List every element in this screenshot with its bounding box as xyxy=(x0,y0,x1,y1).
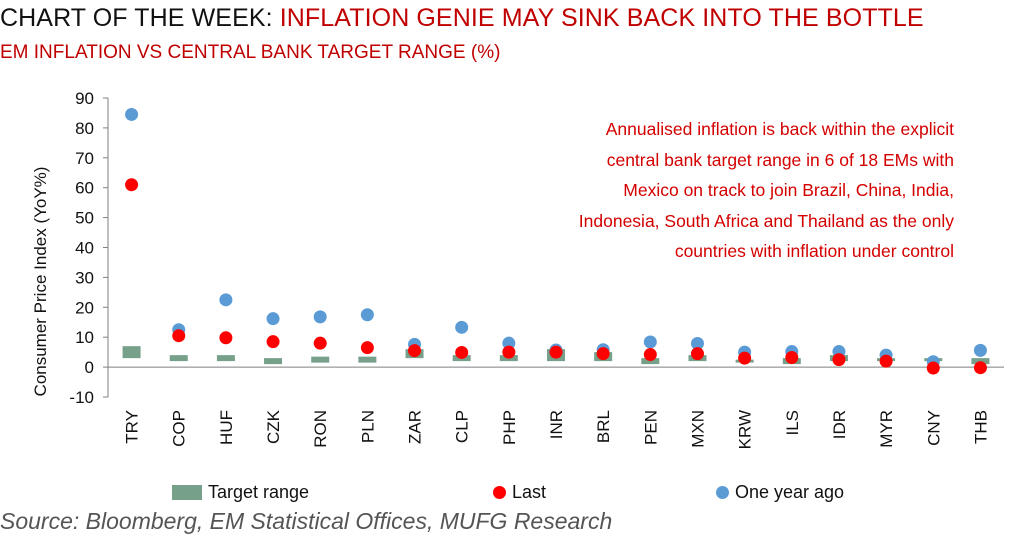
x-tick-label: ILS xyxy=(783,410,802,436)
last-point xyxy=(785,351,799,365)
x-tick-label: CZK xyxy=(264,409,283,444)
one-year-ago-point xyxy=(360,308,374,322)
legend-last-swatch xyxy=(493,486,506,499)
target-range-bar xyxy=(311,356,330,363)
y-tick-label: 50 xyxy=(75,209,94,228)
x-tick-label: IDR xyxy=(830,410,849,439)
x-tick-label: KRW xyxy=(736,410,755,449)
y-tick-label: 10 xyxy=(75,328,94,347)
one-year-ago-point xyxy=(125,107,139,121)
title-highlight: INFLATION GENIE MAY SINK BACK INTO THE B… xyxy=(279,4,924,32)
last-point xyxy=(219,331,233,345)
legend-item-target-range: Target range xyxy=(172,482,309,503)
one-year-ago-point xyxy=(266,312,280,326)
last-point xyxy=(502,345,516,359)
one-year-ago-point xyxy=(313,310,327,324)
target-range-bar xyxy=(122,346,141,359)
one-year-ago-point xyxy=(502,336,516,350)
last-point xyxy=(596,347,610,361)
x-tick-label: INR xyxy=(547,410,566,439)
y-tick-label: 70 xyxy=(75,149,94,168)
target-range-bar xyxy=(641,358,660,365)
last-point xyxy=(125,178,139,192)
legend-item-one-year-ago: One year ago xyxy=(716,482,844,503)
last-point xyxy=(926,361,940,375)
chart-legend: Target range Last One year ago xyxy=(0,482,1022,508)
annotation-line: central bank target range in 6 of 18 EMs… xyxy=(606,149,954,170)
annotation-text: Annualised inflation is back within the … xyxy=(484,114,954,267)
target-range-bar xyxy=(358,356,377,363)
x-tick-label: PLN xyxy=(358,410,377,443)
last-point xyxy=(832,353,846,367)
target-range-bar xyxy=(264,358,283,365)
annotation-line: countries with inflation under control xyxy=(674,241,954,261)
y-tick-label: -10 xyxy=(69,388,94,407)
y-tick-label: 80 xyxy=(75,119,94,138)
last-point xyxy=(266,335,280,349)
chart-subtitle: EM INFLATION VS CENTRAL BANK TARGET RANG… xyxy=(0,42,501,63)
target-range-bar xyxy=(216,355,235,362)
target-range-bar xyxy=(169,355,188,362)
legend-target-swatch xyxy=(172,485,202,500)
title-prefix: CHART OF THE WEEK: xyxy=(0,4,273,32)
last-point xyxy=(408,344,422,358)
one-year-ago-point xyxy=(219,293,233,307)
y-tick-label: 20 xyxy=(75,298,94,317)
last-point xyxy=(879,354,893,368)
one-year-ago-point xyxy=(973,343,987,357)
last-point xyxy=(549,345,563,359)
x-tick-label: BRL xyxy=(594,410,613,443)
annotation-line: Annualised inflation is back within the … xyxy=(605,119,954,139)
legend-item-last: Last xyxy=(493,482,546,503)
y-tick-label: 30 xyxy=(75,268,94,287)
last-point xyxy=(455,345,469,359)
annotation-line: Mexico on track to join Brazil, China, I… xyxy=(623,180,954,200)
x-tick-label: RON xyxy=(311,410,330,448)
y-axis-title: Consumer Price Index (YoY%) xyxy=(31,167,50,397)
legend-label-target-range: Target range xyxy=(208,482,310,502)
y-tick-label: 90 xyxy=(75,89,94,108)
one-year-ago-point xyxy=(643,335,657,349)
last-point xyxy=(313,336,327,350)
x-tick-label: MYR xyxy=(877,410,896,448)
last-point xyxy=(360,341,374,355)
x-tick-label: PEN xyxy=(641,410,660,445)
x-tick-label: MXN xyxy=(688,410,707,448)
target-range-bar xyxy=(971,358,990,365)
x-tick-label: CNY xyxy=(924,410,943,446)
source-note: Source: Bloomberg, EM Statistical Office… xyxy=(0,508,613,534)
legend-label-one-year-ago: One year ago xyxy=(735,482,845,502)
x-tick-label: THB xyxy=(971,410,990,444)
last-point xyxy=(738,351,752,365)
y-tick-label: 40 xyxy=(75,239,94,258)
annotation-line: Indonesia, South Africa and Thailand as … xyxy=(578,210,954,231)
chart-title: CHART OF THE WEEK: INFLATION GENIE MAY S… xyxy=(0,4,924,33)
x-tick-label: HUF xyxy=(217,410,236,445)
last-point xyxy=(172,329,186,343)
legend-year-ago-swatch xyxy=(716,486,729,499)
x-tick-label: COP xyxy=(170,410,189,447)
one-year-ago-point xyxy=(690,336,704,350)
x-tick-label: ZAR xyxy=(406,410,425,444)
y-tick-label: 0 xyxy=(85,358,94,377)
one-year-ago-point xyxy=(455,320,469,334)
last-point xyxy=(690,347,704,361)
x-tick-label: PHP xyxy=(500,410,519,445)
x-tick-label: TRY xyxy=(123,410,142,444)
last-point xyxy=(973,361,987,375)
last-point xyxy=(643,348,657,362)
legend-label-last: Last xyxy=(512,482,547,502)
y-tick-label: 60 xyxy=(75,179,94,198)
x-tick-label: CLP xyxy=(453,410,472,443)
